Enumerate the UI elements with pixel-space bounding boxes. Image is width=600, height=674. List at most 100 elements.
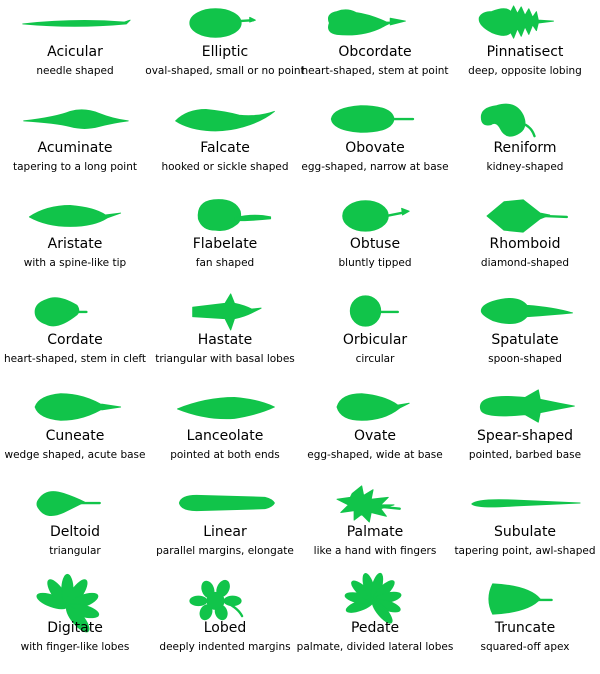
cordate-leaf-icon <box>34 297 88 327</box>
leaf-description: spoon-shaped <box>488 353 562 365</box>
obovate-leaf-icon <box>330 105 415 133</box>
leaf-description: deeply indented margins <box>159 641 291 653</box>
leaf-name: Elliptic <box>201 44 249 60</box>
leaf-card: Lobed deeply indented margins <box>150 578 300 674</box>
leaf-description: heart-shaped, stem in cleft <box>3 353 147 365</box>
leaf-description: egg-shaped, wide at base <box>307 449 443 461</box>
spatulate-leaf-icon <box>480 297 573 325</box>
leaf-card: Subulate tapering point, awl-shaped <box>450 482 600 578</box>
leaf-name: Linear <box>203 524 247 540</box>
leaf-description: fan shaped <box>195 257 255 269</box>
leaf-name: Spatulate <box>491 332 559 348</box>
cuneate-leaf-icon <box>34 393 122 421</box>
leaf-name: Obtuse <box>349 236 401 252</box>
rhomboid-leaf-icon <box>486 199 568 233</box>
leaf-card: Pedate palmate, divided lateral lobes <box>297 572 453 674</box>
leaf-description: pointed at both ends <box>170 449 280 461</box>
leaf-name: Lobed <box>203 620 247 636</box>
lobed-leaf-icon <box>189 579 244 621</box>
leaf-card: Spatulate spoon-shaped <box>450 290 600 386</box>
obcordate-leaf-icon <box>327 9 406 36</box>
leaf-description: egg-shaped, narrow at base <box>301 161 449 173</box>
leaf-description: with finger-like lobes <box>20 641 130 653</box>
leaf-name: Aristate <box>47 236 103 252</box>
leaf-card: Linear parallel margins, elongate <box>150 482 300 578</box>
leaf-card: Digitate with finger-like lobes <box>0 573 150 674</box>
leaf-name: Digitate <box>47 620 103 636</box>
leaf-description: triangular with basal lobes <box>155 353 295 365</box>
leaf-card: Aristate with a spine-like tip <box>0 194 150 290</box>
leaf-card: Obcordate heart-shaped, stem at point <box>300 2 450 98</box>
leaf-name: Pinnatisect <box>486 44 564 60</box>
leaf-name: Cuneate <box>45 428 105 444</box>
leaf-description: wedge shaped, acute base <box>4 449 146 461</box>
leaf-name: Reniform <box>493 140 557 156</box>
leaf-description: with a spine-like tip <box>23 257 127 269</box>
leaf-card: Lanceolate pointed at both ends <box>150 386 300 482</box>
leaf-description: tapering to a long point <box>13 161 137 173</box>
leaf-card: Deltoid triangular <box>0 482 150 578</box>
leaf-name: Obovate <box>345 140 405 156</box>
leaf-description: bluntly tipped <box>338 257 412 269</box>
leaf-card: Palmate like a hand with fingers <box>300 482 450 578</box>
leaf-name: Flabelate <box>192 236 258 252</box>
leaf-description: heart-shaped, stem at point <box>301 65 449 77</box>
leaf-name: Pedate <box>350 620 400 636</box>
leaf-name: Hastate <box>197 332 253 348</box>
leaf-description: circular <box>355 353 395 365</box>
leaf-card: Rhomboid diamond-shaped <box>450 194 600 290</box>
falcate-leaf-icon <box>175 109 275 132</box>
leaf-card: Cuneate wedge shaped, acute base <box>0 386 150 482</box>
leaf-card: Truncate squared-off apex <box>450 578 600 674</box>
leaf-description: needle shaped <box>36 65 114 77</box>
leaf-card: Cordate heart-shaped, stem in cleft <box>0 290 150 386</box>
leaf-name: Obcordate <box>338 44 412 60</box>
acuminate-leaf-icon <box>23 109 129 129</box>
leaf-name: Truncate <box>494 620 556 636</box>
leaf-card: Hastate triangular with basal lobes <box>150 290 300 386</box>
leaf-name: Orbicular <box>342 332 408 348</box>
reniform-leaf-icon <box>480 103 536 138</box>
spear-shaped-leaf-icon <box>479 389 575 423</box>
lanceolate-leaf-icon <box>177 397 275 420</box>
palmate-leaf-icon <box>336 485 401 523</box>
leaf-description: parallel margins, elongate <box>156 545 294 557</box>
leaf-card: Obovate egg-shaped, narrow at base <box>300 98 450 194</box>
leaf-card: Acuminate tapering to a long point <box>0 98 150 194</box>
leaf-card: Orbicular circular <box>300 290 450 386</box>
pedate-leaf-icon <box>344 572 402 624</box>
flabelate-leaf-icon <box>197 199 272 232</box>
leaf-name: Acuminate <box>37 140 113 156</box>
leaf-name: Falcate <box>200 140 250 156</box>
pinnatisect-leaf-icon <box>478 5 554 39</box>
aristate-leaf-icon <box>28 205 122 227</box>
leaf-description: squared-off apex <box>480 641 570 653</box>
leaf-card: Ovate egg-shaped, wide at base <box>300 386 450 482</box>
ovate-leaf-icon <box>336 393 410 421</box>
truncate-leaf-icon <box>488 583 553 615</box>
leaf-card: Reniform kidney-shaped <box>450 98 600 194</box>
leaf-description: pointed, barbed base <box>468 449 582 461</box>
leaf-description: palmate, divided lateral lobes <box>296 641 454 653</box>
leaf-description: diamond-shaped <box>480 257 570 269</box>
leaf-card: Elliptic oval-shaped, small or no point <box>145 2 305 98</box>
leaf-name: Subulate <box>493 524 557 540</box>
orbicular-leaf-icon <box>349 295 399 327</box>
leaf-name: Spear-shaped <box>476 428 573 444</box>
linear-leaf-icon <box>178 494 275 512</box>
hastate-leaf-icon <box>192 293 262 331</box>
leaf-card: Pinnatisect deep, opposite lobing <box>450 2 600 98</box>
leaf-card: Falcate hooked or sickle shaped <box>150 98 300 194</box>
leaf-name: Lanceolate <box>186 428 264 444</box>
leaf-description: oval-shaped, small or no point <box>145 65 305 77</box>
leaf-name: Palmate <box>346 524 404 540</box>
leaf-card: Acicular needle shaped <box>0 2 150 98</box>
leaf-card: Flabelate fan shaped <box>150 194 300 290</box>
elliptic-leaf-icon <box>189 8 256 38</box>
leaf-name: Rhomboid <box>489 236 561 252</box>
subulate-leaf-icon <box>471 499 581 508</box>
leaf-name: Deltoid <box>49 524 101 540</box>
acicular-leaf-icon <box>22 19 131 27</box>
digitate-leaf-icon <box>36 573 100 633</box>
